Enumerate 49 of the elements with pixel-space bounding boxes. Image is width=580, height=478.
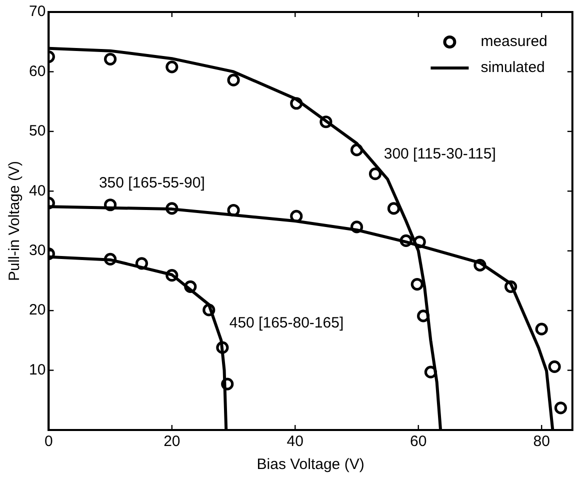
point <box>350 144 364 156</box>
x-tick-label: 20 <box>164 433 180 450</box>
point <box>227 204 240 217</box>
legend-label: measured <box>480 33 548 50</box>
annotation: 300 [115-30-115] <box>384 145 496 162</box>
point <box>227 74 240 86</box>
point <box>202 304 216 316</box>
x-tick-label: 80 <box>533 433 550 450</box>
y-tick-label: 40 <box>28 182 46 200</box>
point <box>166 269 178 282</box>
point <box>290 210 303 223</box>
point <box>221 378 234 390</box>
point <box>166 60 178 74</box>
point <box>290 97 303 110</box>
y-tick-label: 30 <box>28 242 46 259</box>
y-tick-label: 10 <box>28 361 46 378</box>
point <box>104 198 117 212</box>
point <box>104 252 117 266</box>
annotation: 450 [165-80-165] <box>229 314 344 332</box>
x-axis-title: Bias Voltage (V) <box>256 456 364 474</box>
y-tick-label: 50 <box>28 122 46 140</box>
annotation: 350 [165-55-90] <box>98 174 205 192</box>
x-tick-label: 40 <box>286 433 304 450</box>
point <box>216 341 229 354</box>
point <box>535 322 548 336</box>
point <box>548 360 561 374</box>
y-tick-label: 20 <box>28 302 46 319</box>
legend-label: simulated <box>480 59 545 76</box>
point <box>413 236 426 248</box>
point <box>184 280 197 293</box>
point <box>424 366 437 378</box>
y-axis-title: Pull-in Voltage (V) <box>6 160 24 282</box>
point <box>135 257 148 270</box>
point <box>368 168 382 180</box>
point <box>400 234 412 248</box>
point <box>554 402 567 414</box>
x-tick-label: 60 <box>410 433 427 450</box>
point <box>320 116 332 128</box>
point <box>350 220 364 234</box>
point <box>474 258 486 272</box>
point <box>104 52 117 66</box>
point <box>410 278 424 291</box>
point <box>166 202 178 215</box>
point <box>504 280 518 293</box>
point <box>416 310 430 322</box>
y-tick-label: 60 <box>28 62 46 80</box>
x-tick-label: 0 <box>44 433 53 450</box>
point <box>387 202 400 215</box>
y-tick-label: 70 <box>28 3 46 20</box>
